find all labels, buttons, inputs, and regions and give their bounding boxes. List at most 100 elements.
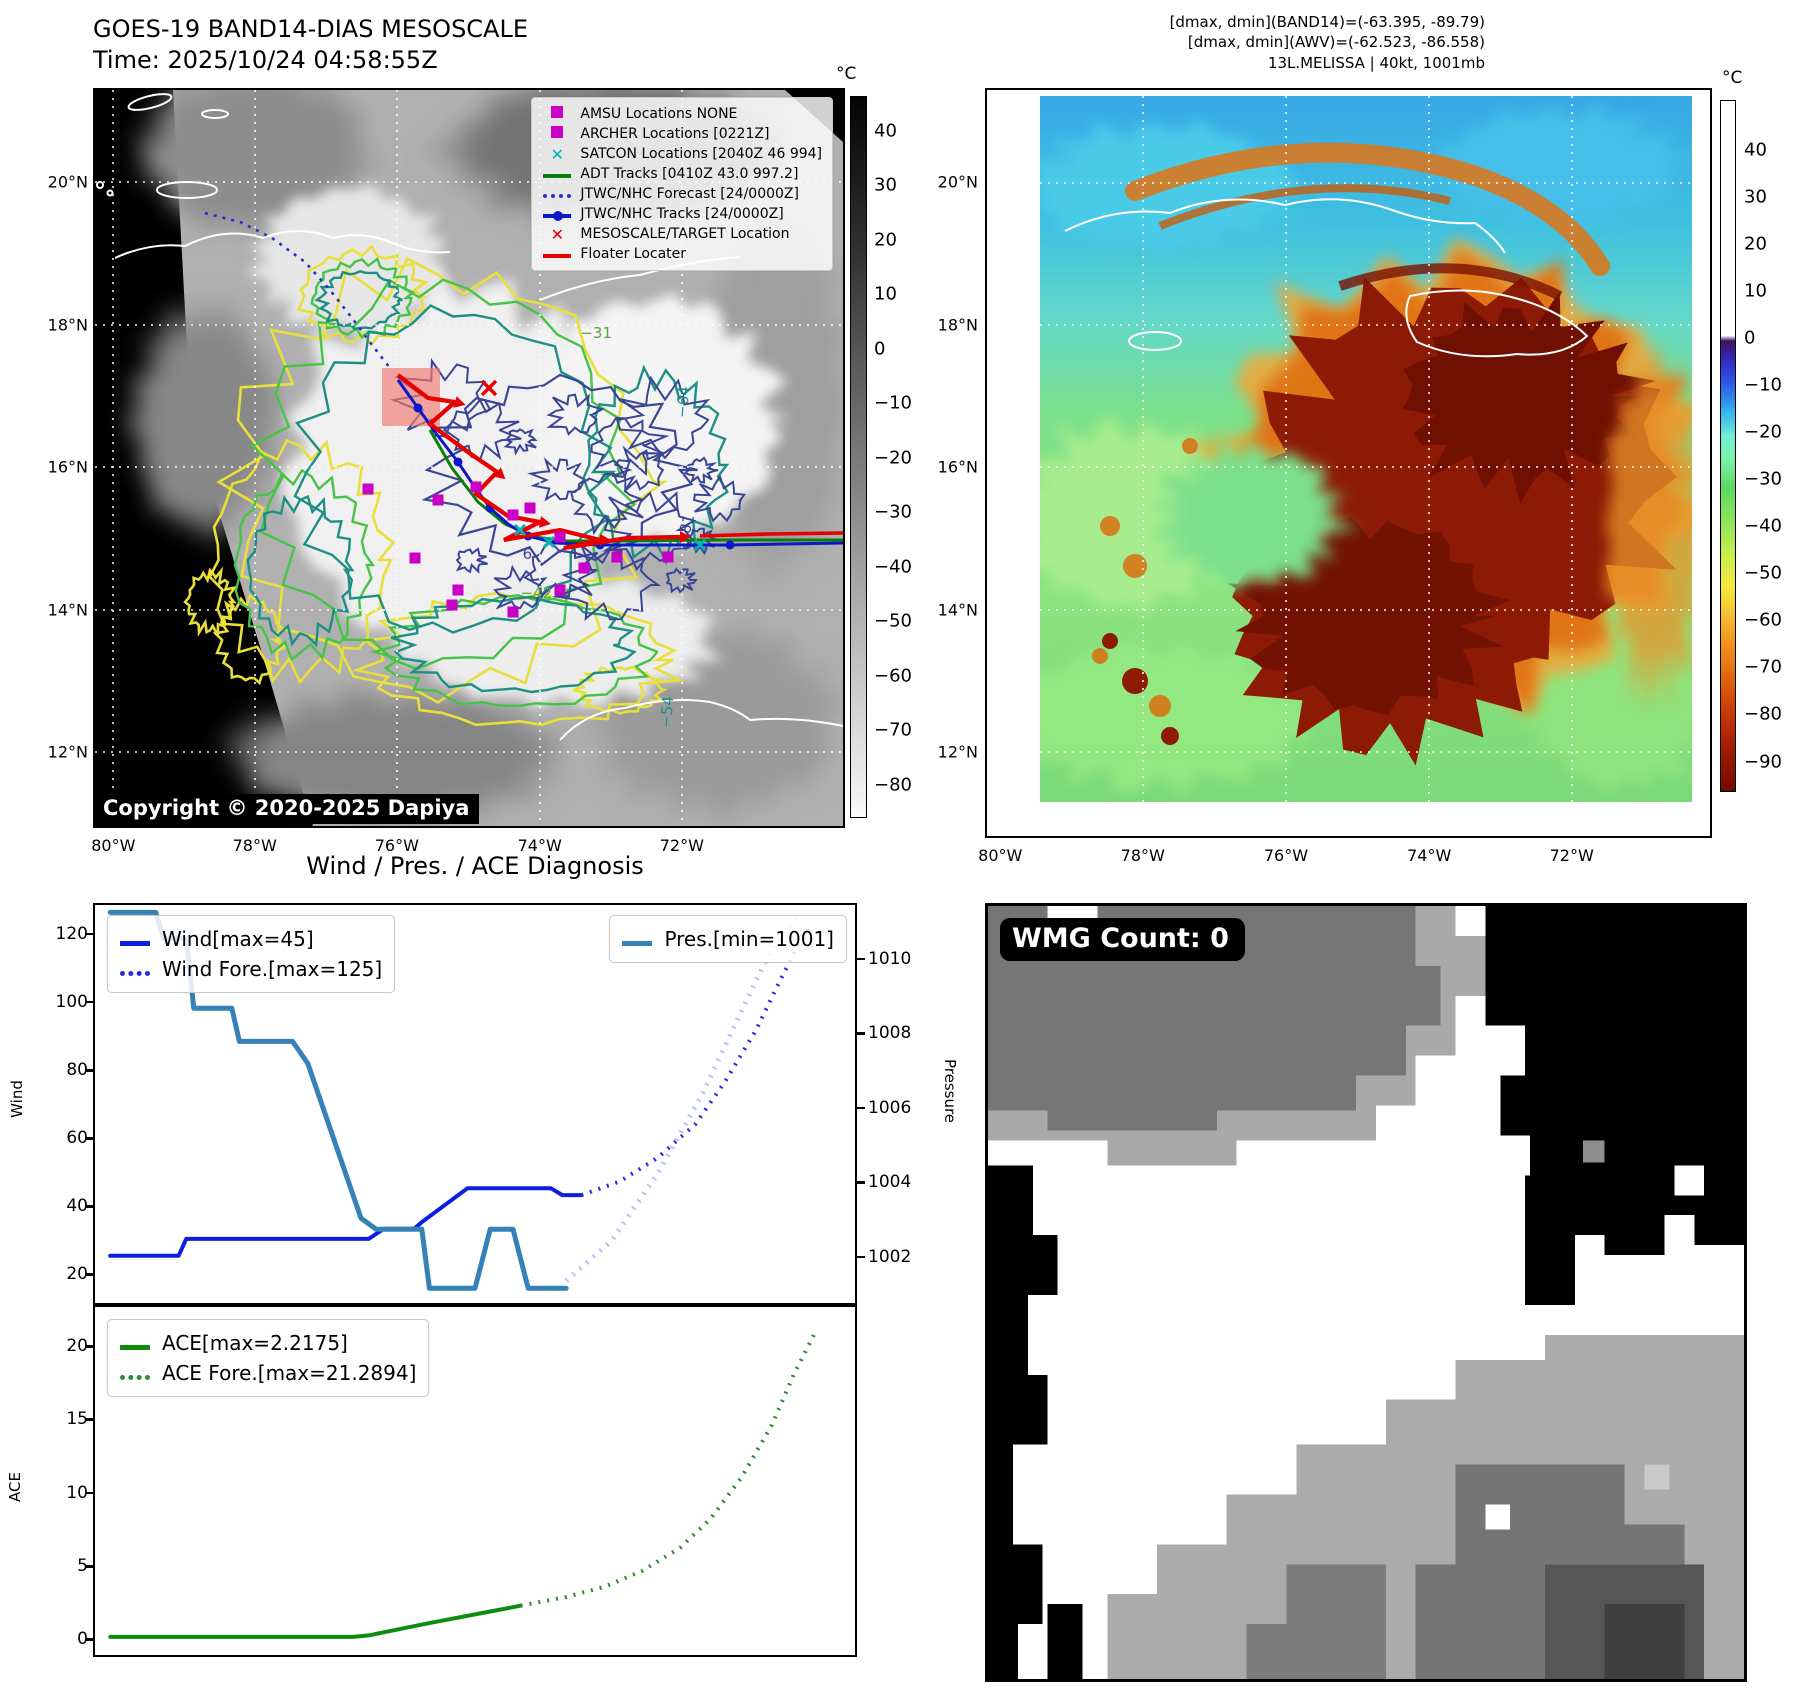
tick-mark <box>85 1491 93 1495</box>
tick-mark <box>85 1000 93 1004</box>
awv-header-block: [dmax, dmin](BAND14)=(-63.395, -89.79) [… <box>965 12 1485 73</box>
line-swatch-icon <box>120 1331 152 1355</box>
series-0 <box>108 1603 523 1639</box>
x-marker-icon: ✕ <box>550 144 565 164</box>
latitude-tick: 12°N <box>47 742 88 762</box>
legend-label: SATCON Locations [2040Z 46 994] <box>580 146 822 162</box>
colorbar-tick: −60 <box>874 665 912 687</box>
line-swatch-icon <box>120 927 152 951</box>
legend-item: ADT Tracks [0410Z 43.0 997.2] <box>542 164 822 184</box>
latitude-tick: 14°N <box>937 600 978 620</box>
colorbar-tick: −70 <box>1744 656 1782 678</box>
band14-colorbar <box>850 96 867 818</box>
tick-mark <box>857 1181 865 1184</box>
legend-label: JTWC/NHC Tracks [24/0000Z] <box>580 206 784 222</box>
legend-label: Wind Fore.[max=125] <box>162 957 383 981</box>
tick-mark <box>857 1032 865 1035</box>
colorbar-tick: 0 <box>1744 327 1756 349</box>
legend-label: Floater Locater <box>580 246 687 262</box>
colorbar-tick: −80 <box>1744 703 1782 725</box>
tick-mark <box>85 1273 93 1276</box>
legend-item: ACE[max=2.2175] <box>120 1328 416 1358</box>
colorbar-tick: 40 <box>1744 139 1767 161</box>
wind-axis-label: Wind <box>7 1080 26 1118</box>
series-1 <box>520 1327 819 1608</box>
awv-satellite-map <box>985 88 1712 838</box>
longitude-tick: 80°W <box>978 846 1023 865</box>
band14-title: GOES-19 BAND14-DIAS MESOSCALE <box>93 15 529 43</box>
wind-pressure-chart: Wind[max=45] Wind Fore.[max=125] Pres.[min… <box>93 903 857 1305</box>
value-tick: 1008 <box>868 1023 912 1044</box>
square-marker-icon <box>542 126 572 142</box>
contour-label: 6 <box>522 544 533 563</box>
tick-mark <box>85 1068 93 1072</box>
tick-mark <box>85 1638 93 1641</box>
value-tick: 1006 <box>868 1097 912 1118</box>
value-tick: 1010 <box>868 948 912 969</box>
legend-item: ARCHER Locations [0221Z] <box>542 124 822 144</box>
latitude-tick: 18°N <box>47 315 88 335</box>
wmg-panel: WMG Count: 0 <box>985 903 1747 1682</box>
longitude-tick: 72°W <box>659 836 704 855</box>
longitude-tick: 74°W <box>517 836 562 855</box>
line-swatch-icon <box>542 186 572 202</box>
colorbar-tick: 30 <box>874 174 897 196</box>
legend-item: ACE Fore.[max=21.2894] <box>120 1358 416 1388</box>
contour-label: −54 <box>656 695 678 729</box>
line-swatch-icon <box>542 206 572 222</box>
longitude-tick: 76°W <box>1263 846 1309 865</box>
chart-legend: Wind[max=45] Wind Fore.[max=125] <box>107 915 396 993</box>
tick-mark <box>85 1205 93 1208</box>
latitude-tick: 16°N <box>47 457 88 477</box>
colorbar-tick: −70 <box>874 719 912 741</box>
colorbar-tick: −30 <box>1744 468 1782 490</box>
value-tick: 100 <box>55 991 88 1012</box>
map2-latitude-axis: 20°N 18°N 16°N 14°N 12°N <box>908 88 978 838</box>
line-swatch-icon <box>120 957 152 981</box>
value-tick: 20 <box>66 1336 88 1357</box>
colorbar-tick: 20 <box>1744 233 1767 255</box>
colorbar-tick: −10 <box>874 392 912 414</box>
longitude-tick: 80°W <box>91 836 136 855</box>
value-tick: 15 <box>66 1409 88 1430</box>
tick-mark <box>85 1345 93 1348</box>
colorbar-tick: −50 <box>874 610 912 632</box>
longitude-tick: 72°W <box>1549 846 1594 865</box>
value-tick: 60 <box>66 1128 88 1149</box>
series-3 <box>564 914 800 1283</box>
legend-item: JTWC/NHC Forecast [24/0000Z] <box>542 184 822 204</box>
band14-timestamp: Time: 2025/10/24 04:58:55Z <box>93 45 438 74</box>
ace-axis-ticks: 0 5 10 15 20 <box>36 1305 88 1657</box>
ace-axis-label: ACE <box>5 1472 24 1502</box>
legend-item: ✕ MESOSCALE/TARGET Location <box>542 224 822 244</box>
map1-latitude-axis: 20°N 18°N 16°N 14°N 12°N <box>18 88 88 828</box>
copyright-watermark: Copyright © 2020-2025 Dapiya <box>97 794 480 824</box>
legend-item: Wind[max=45] <box>120 924 382 954</box>
dmax-dmin-band14: [dmax, dmin](BAND14)=(-63.395, -89.79) <box>1169 13 1485 31</box>
contour-label: −64 <box>672 385 694 419</box>
colorbar-tick: −90 <box>1744 751 1782 773</box>
colorbar-tick: −40 <box>1744 515 1782 537</box>
colorbar-tick: 30 <box>1744 186 1767 208</box>
map2-longitude-axis: 80°W 78°W 76°W 74°W 72°W <box>978 846 1712 868</box>
contour-label: −42 <box>520 583 553 602</box>
latitude-tick: 18°N <box>937 315 978 335</box>
value-tick: 1004 <box>868 1172 912 1193</box>
legend-item: JTWC/NHC Tracks [24/0000Z] <box>542 204 822 224</box>
tick-mark <box>85 1565 93 1568</box>
colorbar2-unit: °C <box>1722 68 1743 88</box>
longitude-tick: 78°W <box>232 836 277 855</box>
value-tick: 1002 <box>868 1246 912 1267</box>
colorbar-tick: 40 <box>874 120 897 142</box>
legend-item: ✕ SATCON Locations [2040Z 46 994] <box>542 144 822 164</box>
square-marker-icon <box>542 106 572 122</box>
x-marker-icon: ✕ <box>550 224 565 244</box>
chart-legend: ACE[max=2.2175] ACE Fore.[max=21.2894] <box>107 1319 430 1397</box>
band14-satellite-map: −64 81 6 −42 −54 −31 AMSU Locations NONE ARCHE… <box>93 88 845 828</box>
legend-label: JTWC/NHC Forecast [24/0000Z] <box>580 186 799 202</box>
value-tick: 5 <box>77 1556 88 1577</box>
legend-label: MESOSCALE/TARGET Location <box>580 226 790 242</box>
pressure-axis-label: Pressure <box>941 1058 960 1124</box>
tick-mark <box>85 932 93 936</box>
